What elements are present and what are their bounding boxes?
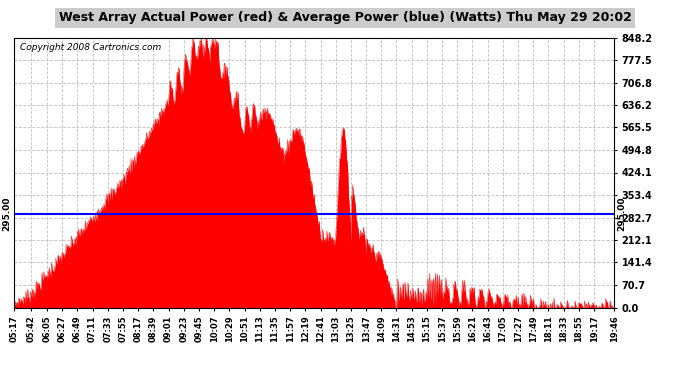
Text: 295.00: 295.00 bbox=[2, 196, 11, 231]
Text: Copyright 2008 Cartronics.com: Copyright 2008 Cartronics.com bbox=[20, 43, 161, 52]
Text: 295.00: 295.00 bbox=[617, 196, 626, 231]
Text: West Array Actual Power (red) & Average Power (blue) (Watts) Thu May 29 20:02: West Array Actual Power (red) & Average … bbox=[59, 11, 631, 24]
